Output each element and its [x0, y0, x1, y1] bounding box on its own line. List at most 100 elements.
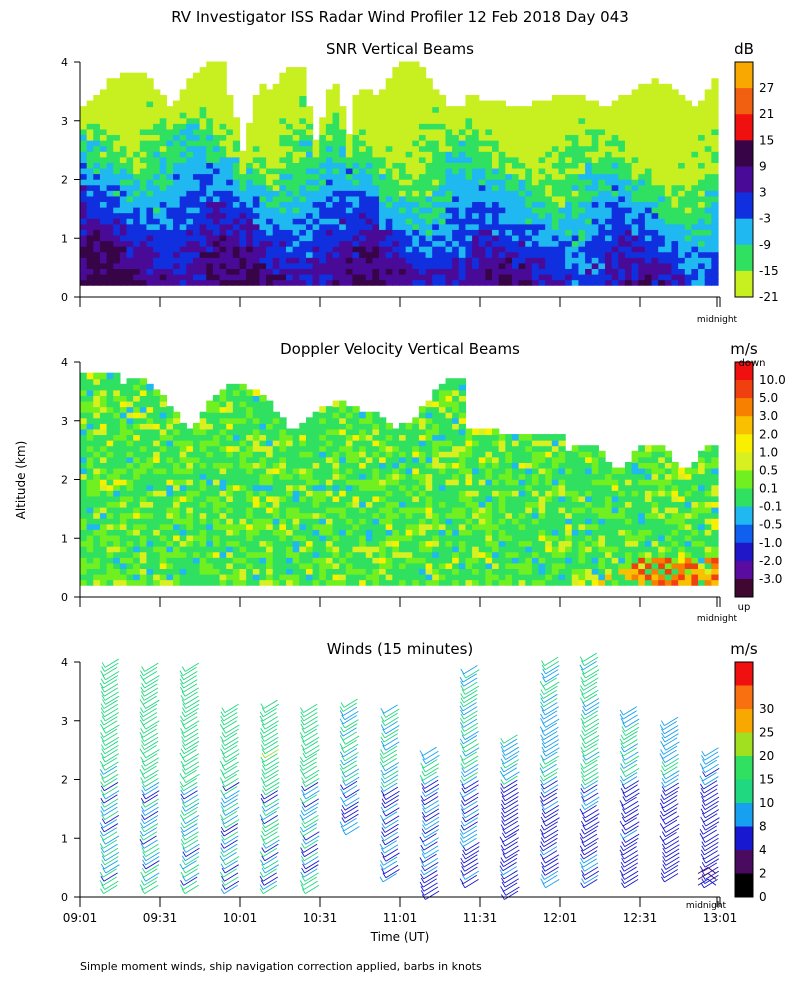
snr-cell: [465, 167, 473, 175]
snr-cell: [345, 139, 354, 147]
snr-cell: [505, 273, 513, 281]
snr-cell: [286, 251, 294, 258]
doppler-cell: [99, 422, 108, 430]
doppler-cell: [226, 456, 234, 463]
doppler-cell: [226, 434, 234, 441]
doppler-cell: [252, 456, 261, 463]
snr-cell: [638, 223, 646, 230]
doppler-cell: [99, 434, 108, 441]
doppler-cell: [106, 439, 114, 447]
doppler-cell: [192, 461, 201, 469]
doppler-cell: [212, 439, 221, 447]
colorbar-swatch: [735, 88, 753, 115]
snr-cell: [565, 184, 573, 191]
doppler-cell: [352, 428, 360, 436]
doppler-cell: [173, 434, 181, 441]
snr-cell: [438, 106, 447, 113]
snr-cell: [711, 83, 719, 91]
snr-cell: [325, 189, 334, 197]
doppler-cell: [179, 478, 187, 486]
snr-cell: [551, 201, 560, 208]
snr-cell: [372, 240, 380, 247]
doppler-cell: [206, 428, 214, 436]
doppler-cell: [99, 411, 108, 419]
doppler-cell: [399, 467, 407, 475]
snr-cell: [551, 240, 560, 247]
snr-cell: [551, 251, 560, 258]
snr-cell: [418, 245, 427, 253]
doppler-cell: [259, 422, 267, 430]
snr-cell: [365, 262, 374, 270]
snr-cell: [359, 195, 367, 203]
snr-cell: [153, 145, 161, 152]
snr-cell: [664, 89, 673, 96]
snr-cell: [551, 156, 560, 163]
doppler-cell: [173, 501, 181, 508]
snr-cell: [359, 178, 367, 186]
doppler-cell: [86, 439, 94, 447]
snr-cell: [412, 145, 420, 152]
snr-cell: [445, 228, 453, 236]
doppler-cell: [266, 434, 274, 441]
doppler-cell: [272, 434, 280, 441]
doppler-cell: [199, 434, 207, 441]
snr-cell: [399, 83, 407, 91]
snr-cell: [212, 268, 221, 275]
doppler-cell: [272, 568, 280, 575]
snr-cell: [605, 195, 613, 203]
snr-cell: [159, 262, 167, 270]
snr-cell: [299, 212, 307, 219]
snr-cell: [425, 201, 433, 208]
snr-cell: [511, 117, 520, 124]
snr-cell: [465, 139, 473, 147]
doppler-cell: [252, 545, 261, 553]
snr-cell: [671, 122, 679, 130]
snr-cell: [644, 240, 653, 247]
snr-cell: [658, 195, 666, 203]
doppler-cell: [113, 428, 121, 436]
snr-cell: [638, 189, 646, 197]
doppler-cell: [279, 456, 287, 463]
doppler-cell: [392, 540, 400, 547]
snr-cell: [511, 173, 520, 180]
snr-cell: [392, 122, 400, 130]
snr-cell: [279, 106, 287, 113]
doppler-cell: [385, 461, 393, 469]
snr-cell: [146, 245, 154, 253]
doppler-cell: [239, 428, 247, 436]
doppler-cell: [392, 467, 400, 475]
doppler-cell: [212, 579, 221, 586]
snr-cell: [365, 256, 374, 264]
snr-cell: [179, 262, 187, 270]
snr-cell: [279, 128, 287, 136]
doppler-cell: [192, 484, 201, 491]
snr-cell: [339, 189, 347, 197]
snr-cell: [173, 201, 181, 208]
snr-cell: [292, 206, 300, 214]
snr-cell: [339, 134, 347, 141]
doppler-cell: [146, 400, 154, 408]
snr-cell: [219, 178, 227, 186]
snr-cell: [93, 201, 101, 208]
doppler-cell: [99, 473, 108, 480]
doppler-cell: [319, 506, 327, 514]
snr-cell: [106, 251, 114, 258]
doppler-cell: [126, 534, 134, 542]
snr-cell: [133, 201, 141, 208]
snr-cell: [578, 94, 586, 102]
snr-cell: [472, 273, 480, 281]
snr-cell: [345, 161, 354, 169]
snr-cell: [472, 150, 480, 158]
doppler-cell: [192, 523, 201, 530]
doppler-cell: [239, 383, 247, 391]
doppler-cell: [272, 573, 280, 581]
snr-cell: [159, 273, 167, 281]
snr-cell: [698, 201, 706, 208]
snr-cell: [485, 106, 493, 113]
snr-cell: [538, 256, 546, 264]
snr-cell: [279, 83, 287, 91]
snr-cell: [631, 122, 639, 130]
doppler-cell: [246, 551, 254, 558]
snr-cell: [644, 150, 653, 158]
snr-cell: [678, 150, 686, 158]
